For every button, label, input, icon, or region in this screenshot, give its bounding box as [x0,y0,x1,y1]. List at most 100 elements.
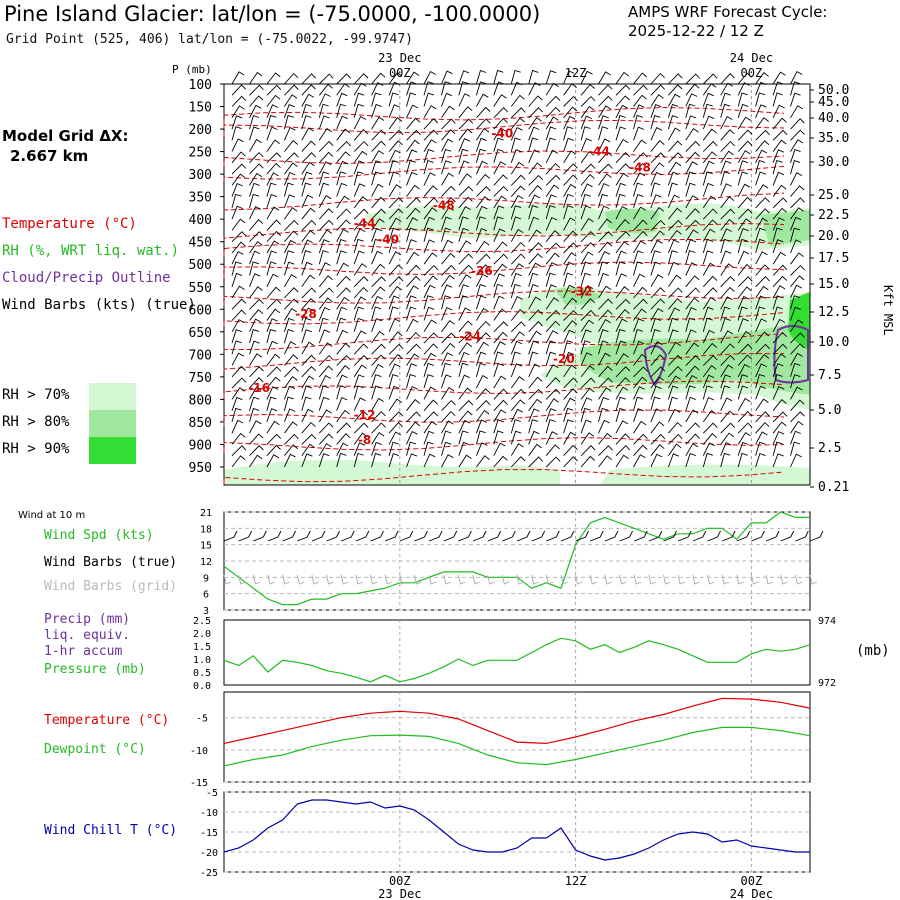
rh-region-5 [580,320,810,395]
wind-barb [668,127,681,141]
wind-barb [249,407,260,423]
pressure-label: Pressure (mb) [44,662,146,677]
wind-barb [458,307,471,321]
wind-barb [388,363,401,378]
isotherm-6 [223,239,785,256]
height-tick-15: 0.21 [818,480,849,495]
wind-barb [388,140,403,152]
wind-barb [667,182,678,197]
wind-barb [650,115,661,130]
wind-barb [615,340,627,355]
temperature-label: Temperature (°C) [44,713,170,728]
wind-barb [510,174,526,186]
wind-barb [441,374,452,389]
wind-barb [353,73,369,85]
wind-barb [441,138,454,152]
wind-barb [510,161,525,175]
pressure-tick-100: 100 [189,78,212,93]
wind-barb [493,127,506,141]
wind-barb [720,218,735,231]
wind-barb [441,454,454,468]
wind-barb [563,115,576,130]
wind-barb [441,284,453,299]
wind-barb [493,228,506,242]
wind-barb [685,433,700,445]
wind-barb [441,307,453,321]
wind-barb [615,420,629,434]
wind-barb [336,342,351,355]
wind-barb [702,355,718,366]
wind-barb [475,419,488,434]
wind-barb [598,318,611,333]
wind-barb [441,295,451,310]
wind-barb-grid [340,574,349,585]
wind-barb [283,317,295,332]
wind-barb-true [809,530,824,542]
wind-barb [580,95,596,107]
wind-barb-grid [399,574,407,585]
wind-barb [371,82,384,96]
wind-barb [510,205,522,220]
wind-barb [493,94,507,107]
wind-barb [790,420,804,434]
wind-barb [336,433,351,445]
wind-barb-true [370,530,384,542]
wind-barb [720,73,735,85]
wind-barb [371,218,385,231]
wind-barb [249,84,264,96]
wind-barb [580,340,591,355]
wind-barb [615,193,626,209]
wind-barb [563,217,576,231]
wind-barb [772,295,784,310]
wind-barb [493,273,505,287]
wind-barb [668,297,683,310]
temp-panel-frame [223,691,811,783]
wind-barb [685,250,696,265]
wind-barb [371,397,384,411]
wind-barb [528,443,542,456]
wind-barb [563,329,575,344]
wind-barb [720,330,734,344]
wind-barb [668,207,682,220]
wind-barb [790,129,805,141]
wind-barb [650,307,664,321]
precip-ytick-3: 1.0 [193,655,211,666]
wind-barb [336,92,348,107]
wind-barb [476,173,490,186]
rh-region-7 [224,459,560,485]
wind-barb [510,69,521,85]
wind-barb [755,398,769,411]
wind-barb [545,431,558,445]
wind-barb [598,115,609,130]
wind-barb [528,69,539,85]
wind-barb [633,84,648,96]
wind-barb [336,83,350,96]
wind-barb [458,118,474,130]
pressure-tick-300: 300 [189,168,212,183]
wind-barb [406,353,420,366]
wind-barb [406,441,417,456]
wind-barb [702,182,714,197]
wind-barb [650,366,666,378]
wind-barb [231,432,246,445]
wind-barb [790,411,805,423]
isotherm-13 [223,409,785,426]
wind-barb [249,138,262,152]
wind-barb [423,362,434,378]
wind-barb [441,239,454,254]
wind-barb [545,340,557,355]
wind-barb [737,295,750,310]
wind-barb [353,129,369,141]
wind-barb [266,182,277,197]
wind-barb [371,183,384,197]
wind-barb [283,341,297,355]
wind-barb [720,306,731,321]
wind-barb [528,242,544,254]
wind-barb [458,342,473,355]
wind-barb [737,196,753,209]
wind-barb [318,208,334,220]
height-tick-6: 22.5 [818,208,849,223]
wind-barb-grid [370,574,378,585]
wind-barb [720,160,732,175]
wind-barb [737,431,751,445]
